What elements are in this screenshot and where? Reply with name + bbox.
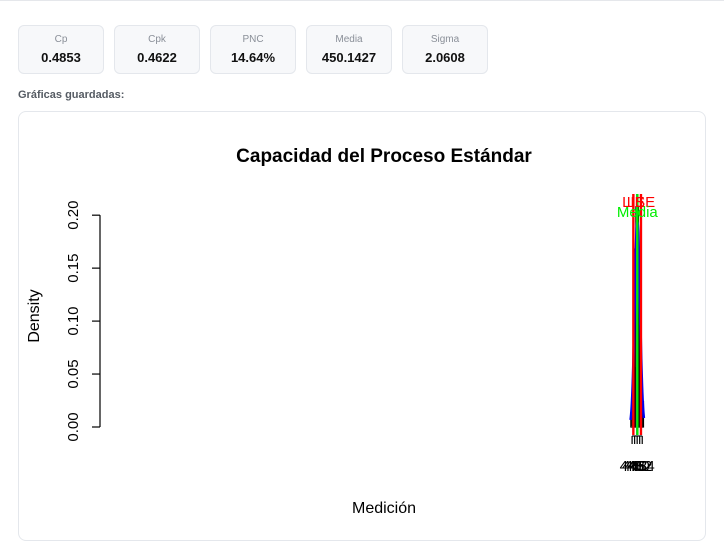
saved-charts-title: Gráficas guardadas: — [18, 89, 125, 101]
y-tick-label: 0.05 — [65, 359, 82, 388]
metric-label: Cpk — [148, 34, 166, 45]
metric-label: PNC — [242, 34, 264, 45]
metric-label: Cp — [54, 34, 68, 45]
capability-chart: Capacidad del Proceso Estándar Medición … — [26, 146, 659, 517]
x-axis-label: Medición — [352, 500, 416, 517]
metric-value: 0.4622 — [137, 50, 177, 65]
metric-label: Sigma — [430, 34, 460, 45]
metric-value: 450.1427 — [321, 50, 377, 65]
metric-card-sigma: Sigma 2.0608 — [402, 25, 488, 74]
ref-label-media: Media — [617, 204, 659, 221]
ref-label-lie: LIE — [622, 194, 645, 211]
x-tick-label: 446 — [620, 458, 645, 475]
x-tick-label: 454 — [630, 458, 655, 475]
metric-card-cp: Cp 0.4853 — [18, 25, 104, 74]
metric-value: 0.4853 — [41, 50, 81, 65]
x-tick-label: 452 — [627, 458, 652, 475]
y-tick-label: 0.15 — [65, 254, 82, 283]
y-tick-label: 0.10 — [65, 306, 82, 335]
x-tick-label: 450 — [625, 458, 650, 475]
metric-card-media: Media 450.1427 — [306, 25, 392, 74]
ref-label-lse: LSE — [627, 194, 655, 211]
metric-value: 2.0608 — [425, 50, 465, 65]
metric-value: 14.64% — [230, 50, 276, 65]
y-axis-label: Density — [26, 289, 43, 342]
x-tick-label: 448 — [622, 458, 647, 475]
top-border — [0, 0, 724, 1]
y-tick-label: 0.00 — [65, 412, 82, 441]
chart-title: Capacidad del Proceso Estándar — [236, 146, 532, 167]
y-tick-label: 0.20 — [65, 201, 82, 230]
metric-card-pnc: PNC 14.64% — [210, 25, 296, 74]
metric-card-cpk: Cpk 0.4622 — [114, 25, 200, 74]
chart-card: Capacidad del Proceso Estándar Medición … — [18, 111, 706, 541]
metric-label: Media — [335, 34, 363, 45]
metrics-row: Cp 0.4853 Cpk 0.4622 PNC 14.64% Media 45… — [18, 25, 488, 74]
